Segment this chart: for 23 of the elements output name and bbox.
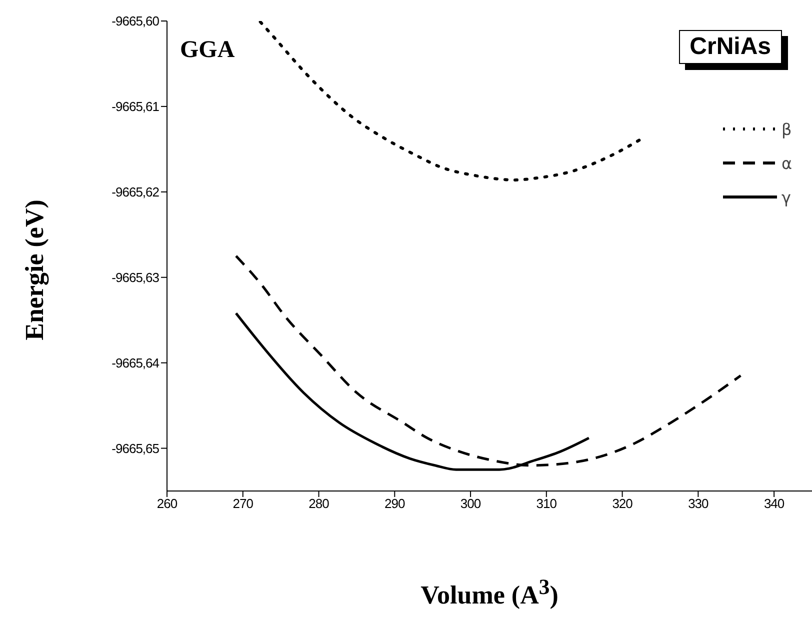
x-tick-label: 340 — [764, 496, 784, 512]
x-tick-label: 300 — [460, 496, 481, 512]
legend-label: β — [781, 120, 792, 138]
x-axis-title: Volume (A$^{3}$) — [420, 575, 560, 611]
y-tick-label: -9665,61 — [112, 99, 160, 114]
y-tick-label: -9665,64 — [112, 355, 160, 370]
x-tick-label: 290 — [384, 496, 406, 512]
x-tick-label: 310 — [536, 496, 557, 512]
y-tick-label: -9665,65 — [112, 440, 160, 456]
y-tick-label: -9665,60 — [112, 14, 160, 29]
y-tick-label: -9665,63 — [112, 270, 160, 285]
y-tick-label: -9665,62 — [112, 184, 160, 200]
x-tick-label: 280 — [308, 496, 330, 512]
y-axis-title: Energie (eV) — [20, 200, 50, 340]
x-tick-label: 320 — [612, 496, 633, 512]
annotation: GGA — [180, 37, 235, 64]
x-tick-label: 330 — [688, 496, 709, 512]
legend-label: α — [781, 154, 792, 172]
x-tick-label: 260 — [156, 496, 178, 512]
x-tick-label: 270 — [232, 496, 254, 512]
annotation: CrNiAs — [678, 30, 782, 64]
legend-label: γ — [781, 188, 791, 206]
line-series — [234, 254, 742, 467]
